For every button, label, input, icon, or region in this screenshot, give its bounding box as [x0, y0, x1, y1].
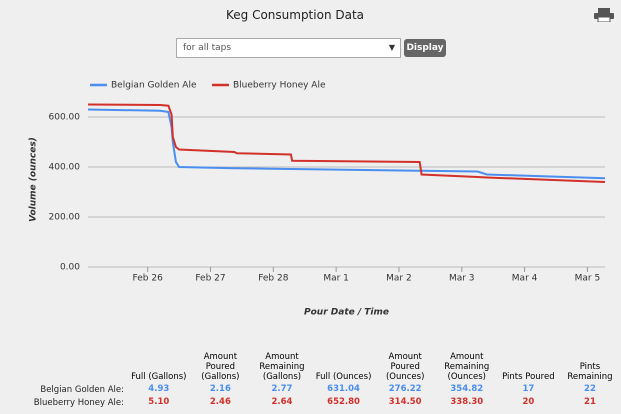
cell: 338.30 — [450, 396, 484, 407]
cell: 652.80 — [327, 396, 360, 407]
display-button[interactable]: Display — [404, 39, 446, 57]
cell: 2.64 — [271, 396, 293, 407]
x-tick-label: Mar 2 — [386, 274, 412, 284]
legend-label: Blueberry Honey Ale — [233, 81, 326, 91]
x-tick-label: Mar 5 — [575, 274, 601, 284]
column-header: Pints Poured — [502, 372, 555, 382]
cell: 314.50 — [388, 396, 422, 407]
column-header: Full (Ounces) — [315, 372, 372, 382]
column-header: Amount Remaining (Gallons) — [259, 352, 305, 382]
y-tick-label: 400.00 — [49, 163, 81, 173]
column-header: Amount Poured (Ounces) — [385, 352, 425, 382]
summary-table: Full (Gallons) Amount Poured (Gallons) Amo… — [0, 352, 621, 408]
x-tick-label: Mar 1 — [323, 274, 349, 284]
cell: 354.82 — [450, 383, 484, 394]
column-header: Amount Remaining (Ounces) — [444, 352, 490, 382]
row-label: Blueberry Honey Ale: — [33, 398, 124, 408]
y-tick-label: 200.00 — [49, 213, 81, 223]
x-axis-title: Pour Date / Time — [304, 308, 389, 318]
cell: 276.22 — [388, 383, 422, 394]
column-header: Full (Gallons) — [131, 372, 187, 382]
row-label: Belgian Golden Ale: — [40, 385, 124, 395]
x-tick-label: Mar 4 — [512, 274, 538, 284]
y-axis-title: Volume (ounces) — [29, 137, 39, 222]
series-line — [87, 103, 606, 183]
column-header: Pints Remaining — [567, 362, 613, 382]
x-tick-label: Mar 3 — [449, 274, 475, 284]
x-tick-label: Feb 28 — [258, 274, 289, 284]
x-tick-label: Feb 26 — [133, 274, 164, 284]
cell: 2.77 — [271, 383, 293, 394]
cell: 21 — [584, 396, 596, 407]
select-text: for all taps — [183, 43, 232, 53]
cell: 22 — [584, 383, 596, 394]
tap-select[interactable]: for all taps ▼ — [176, 38, 401, 58]
page-title: Keg Consumption Data — [225, 8, 365, 22]
cell: 5.10 — [148, 396, 170, 407]
print-icon[interactable] — [594, 8, 614, 22]
cell: 20 — [522, 396, 535, 407]
x-tick-label: Feb 27 — [195, 274, 225, 284]
cell: 2.46 — [209, 396, 231, 407]
chart: 0.00 200.00 400.00 600.00 Feb 26 Feb 27 Feb 28… — [29, 81, 606, 318]
cell: 2.16 — [209, 383, 231, 394]
cell: 17 — [522, 383, 535, 394]
series-line — [87, 108, 606, 180]
cell: 4.93 — [148, 383, 170, 394]
column-header: Amount Poured (Gallons) — [201, 352, 240, 382]
legend-label: Belgian Golden Ale — [111, 81, 197, 91]
cell: 631.04 — [327, 383, 360, 394]
y-tick-label: 0.00 — [60, 263, 80, 273]
y-tick-label: 600.00 — [49, 113, 81, 123]
